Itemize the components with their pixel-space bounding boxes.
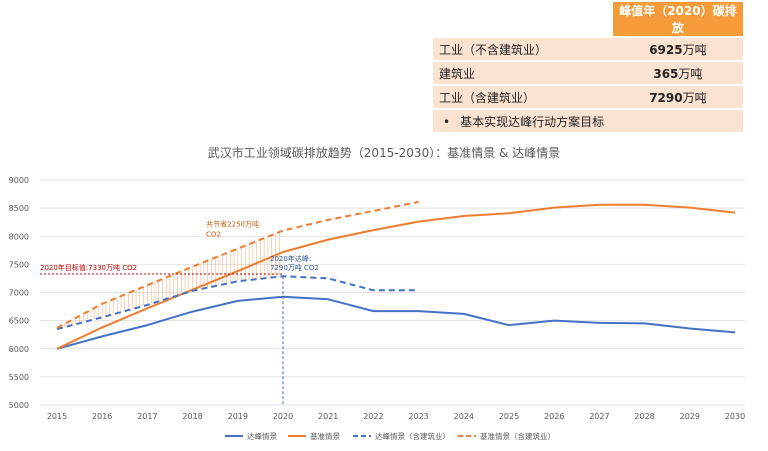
target-label: 2020年目标值:7330万吨 CO2 bbox=[40, 263, 137, 272]
table-row-value: 365万吨 bbox=[612, 62, 743, 84]
table-row-value: 6925万吨 bbox=[612, 38, 743, 60]
peak-label: 2020年达峰: bbox=[270, 254, 311, 263]
table-note: • 基本实现达峰行动方案目标 bbox=[433, 110, 743, 132]
table-row-label: 工业（含建筑业） bbox=[433, 86, 613, 108]
x-tick-label: 2019 bbox=[228, 412, 248, 421]
table-row: 工业（含建筑业） 7290万吨 bbox=[433, 86, 743, 108]
peak-emissions-table: 峰值年（2020）碳排放 工业（不含建筑业） 6925万吨 建筑业 365万吨 … bbox=[433, 0, 743, 134]
table-row-value: 7290万吨 bbox=[612, 86, 743, 108]
x-tick-label: 2028 bbox=[634, 412, 654, 421]
x-tick-label: 2016 bbox=[92, 412, 112, 421]
y-tick-label: 6500 bbox=[9, 317, 29, 326]
table-row: 建筑业 365万吨 bbox=[433, 62, 743, 84]
series-line bbox=[56, 200, 419, 329]
emissions-line-chart: 武汉市工业领域碳排放趋势（2015-2030）：基准情景 & 达峰情景 5000… bbox=[9, 145, 746, 441]
chart-title: 武汉市工业领域碳排放趋势（2015-2030）：基准情景 & 达峰情景 bbox=[208, 145, 560, 160]
x-tick-label: 2020 bbox=[273, 412, 293, 421]
legend-label: 达峰情景 bbox=[247, 431, 277, 441]
x-tick-label: 2029 bbox=[680, 412, 700, 421]
x-tick-label: 2017 bbox=[137, 412, 157, 421]
y-tick-label: 7500 bbox=[9, 260, 29, 269]
chart-grid bbox=[40, 179, 745, 406]
table-row-label: 建筑业 bbox=[433, 62, 613, 84]
savings-label: CO2 bbox=[206, 230, 221, 238]
series-line bbox=[56, 295, 736, 350]
savings-hatch-area bbox=[60, 232, 280, 329]
chart-legend: 达峰情景 基准情景 达峰情景（含建筑业） 基准情景（含建筑业） bbox=[225, 431, 555, 441]
x-tick-label: 2023 bbox=[408, 412, 428, 421]
y-tick-label: 8000 bbox=[9, 232, 29, 241]
table-header-value: 峰值年（2020）碳排放 bbox=[612, 2, 743, 36]
legend-label: 达峰情景（含建筑业） bbox=[375, 431, 450, 441]
chart-annotations: 2020年目标值:7330万吨 CO2 共节省2250万吨 CO2 2020年达峰:7… bbox=[40, 219, 319, 405]
y-tick-label: 6000 bbox=[9, 345, 29, 354]
x-tick-label: 2030 bbox=[725, 412, 745, 421]
x-axis: 2015 2016 2017 2018 2019 2020 2021 2022 2023 2024… bbox=[47, 412, 745, 421]
savings-label: 共节省2250万吨 bbox=[206, 219, 259, 228]
y-tick-label: 7000 bbox=[9, 289, 29, 298]
y-axis: 5000 5500 6000 6500 7000 7500 8000 8500 9000 bbox=[9, 176, 29, 410]
series-line bbox=[56, 275, 419, 331]
series-line bbox=[56, 203, 736, 350]
x-tick-label: 2026 bbox=[544, 412, 564, 421]
x-tick-label: 2018 bbox=[182, 412, 202, 421]
x-tick-label: 2022 bbox=[363, 412, 383, 421]
table-row-label: 工业（不含建筑业） bbox=[433, 38, 613, 60]
legend-label: 基准情景（含建筑业） bbox=[480, 431, 555, 441]
x-tick-label: 2027 bbox=[589, 412, 609, 421]
x-tick-label: 2024 bbox=[454, 412, 474, 421]
table-header-row: 峰值年（2020）碳排放 bbox=[433, 2, 743, 36]
legend-label: 基准情景 bbox=[310, 431, 340, 441]
y-tick-label: 8500 bbox=[9, 204, 29, 213]
table-note-row: • 基本实现达峰行动方案目标 bbox=[433, 110, 743, 132]
y-tick-label: 9000 bbox=[9, 176, 29, 185]
table-row: 工业（不含建筑业） 6925万吨 bbox=[433, 38, 743, 60]
x-tick-label: 2021 bbox=[318, 412, 338, 421]
x-tick-label: 2015 bbox=[47, 412, 67, 421]
peak-label: 7290万吨 CO2 bbox=[270, 263, 319, 272]
table-header-blank bbox=[433, 2, 613, 36]
chart-series bbox=[56, 200, 736, 350]
y-tick-label: 5000 bbox=[9, 401, 29, 410]
y-tick-label: 5500 bbox=[9, 373, 29, 382]
x-tick-label: 2025 bbox=[499, 412, 519, 421]
